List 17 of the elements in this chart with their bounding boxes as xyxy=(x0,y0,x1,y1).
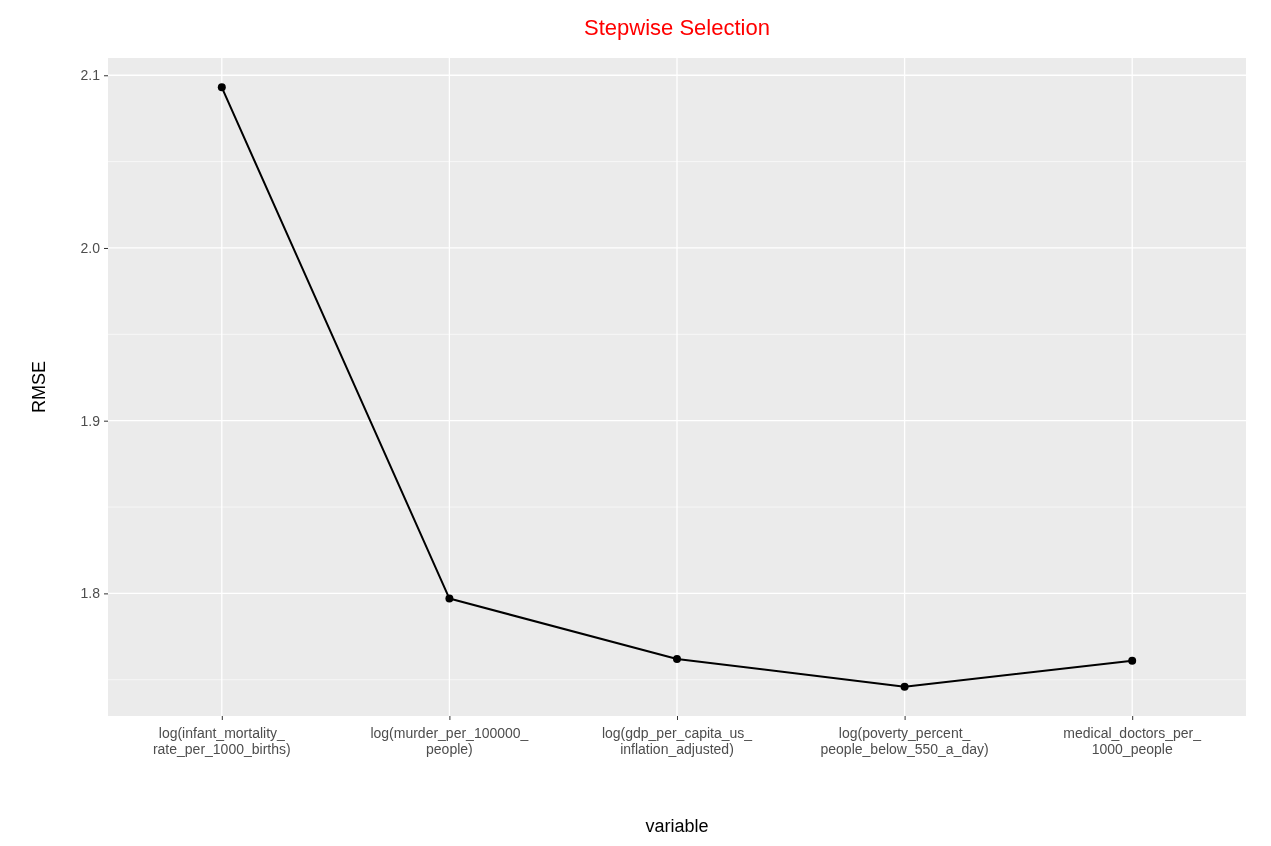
x-axis-title: variable xyxy=(645,816,709,836)
y-tick-label: 1.9 xyxy=(80,412,101,429)
x-tick-label: log(gdp_per_capita_us_inflation_adjusted) xyxy=(601,725,753,757)
y-axis-title: RMSE xyxy=(29,360,49,414)
point xyxy=(1128,656,1137,665)
x-tick-label: log(poverty_percent_people_below_550_a_day) xyxy=(820,725,989,757)
x-tick-label: log(infant_mortality_rate_per_1000_births) xyxy=(152,725,291,757)
y-tick-label: 2.0 xyxy=(80,239,101,256)
point xyxy=(217,83,226,92)
point xyxy=(673,655,681,663)
point xyxy=(900,682,909,691)
chart-title: Stepwise Selection xyxy=(584,15,770,40)
y-tick-label: 2.1 xyxy=(80,67,101,84)
point xyxy=(445,594,454,603)
x-tick-label: log(murder_per_100000_people) xyxy=(370,725,529,757)
y-tick-label: 1.8 xyxy=(80,585,101,602)
x-tick-label: medical_doctors_per_1000_people xyxy=(1063,725,1202,757)
